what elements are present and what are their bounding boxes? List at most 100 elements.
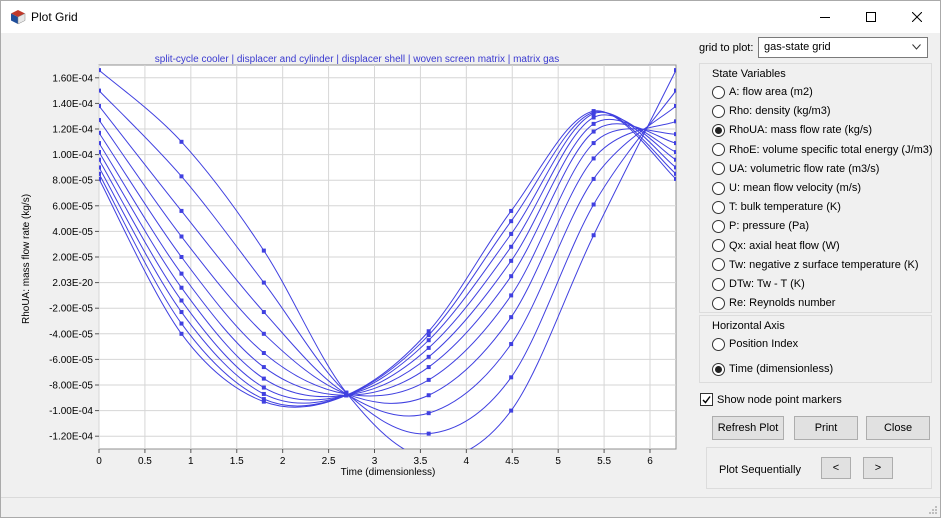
radio-button[interactable] — [712, 277, 725, 291]
node-marker — [509, 274, 514, 279]
node-marker — [426, 329, 431, 334]
y-tick-label: 2.00E-05 — [52, 253, 93, 264]
refresh-plot-button[interactable]: Refresh Plot — [712, 416, 784, 440]
series-line — [99, 119, 676, 404]
node-marker — [99, 103, 101, 108]
x-tick-label: 5 — [555, 456, 561, 467]
resize-grip-icon[interactable] — [928, 505, 938, 515]
radio-button[interactable] — [712, 162, 725, 176]
node-marker — [426, 333, 431, 338]
radio-button[interactable] — [712, 181, 725, 195]
radio-button[interactable] — [712, 143, 725, 157]
x-tick-label: 0 — [96, 456, 102, 467]
node-marker — [426, 365, 431, 370]
y-tick-label: 1.00E-04 — [52, 150, 93, 161]
minimize-button[interactable] — [802, 1, 848, 33]
node-marker — [509, 408, 514, 413]
chart-title: split-cycle cooler | displacer and cylin… — [155, 54, 559, 65]
print-button[interactable]: Print — [794, 416, 858, 440]
state-variable-option[interactable]: T: bulk temperature (K) — [712, 199, 841, 215]
y-tick-label: -4.00E-05 — [49, 329, 93, 340]
state-variables-title: State Variables — [712, 68, 786, 80]
state-variable-option[interactable]: UA: volumetric flow rate (m3/s) — [712, 161, 879, 177]
x-tick-label: 5.5 — [597, 456, 611, 467]
node-marker — [591, 156, 596, 161]
node-marker — [344, 393, 349, 398]
radio-button[interactable] — [712, 85, 725, 99]
state-variable-option[interactable]: Tw: negative z surface temperature (K) — [712, 257, 919, 273]
previous-button[interactable]: < — [821, 457, 851, 479]
radio-button[interactable] — [712, 258, 725, 272]
radio-button[interactable] — [712, 123, 725, 137]
radio-button[interactable] — [712, 200, 725, 214]
next-button[interactable]: > — [863, 457, 893, 479]
state-variable-option[interactable]: RhoE: volume specific total energy (J/m3… — [712, 142, 933, 158]
node-marker — [674, 68, 676, 73]
node-marker — [509, 342, 514, 347]
state-variable-option[interactable]: DTw: Tw - T (K) — [712, 276, 805, 292]
state-variable-option[interactable]: Qx: axial heat flow (W) — [712, 238, 840, 254]
grid-select[interactable]: gas-state grid — [758, 37, 928, 58]
radio-button[interactable] — [712, 239, 725, 253]
y-tick-label: 1.20E-04 — [52, 125, 93, 136]
state-variable-label: P: pressure (Pa) — [729, 220, 810, 233]
radio-button[interactable] — [712, 219, 725, 233]
state-variable-option[interactable]: P: pressure (Pa) — [712, 218, 809, 234]
y-tick-label: -2.00E-05 — [49, 304, 93, 315]
radio-button[interactable] — [712, 104, 725, 118]
horizontal-axis-option[interactable]: Position Index — [712, 336, 798, 352]
state-variable-option[interactable]: Re: Reynolds number — [712, 295, 835, 311]
maximize-icon — [866, 12, 876, 22]
node-marker — [261, 376, 266, 381]
close-button[interactable]: Close — [866, 416, 930, 440]
close-icon — [912, 12, 922, 22]
line-chart: 0 0.5 1 1.5 2 2.5 3 3.5 4 4.5 5 5.5 6 1.60E-04 1.40E-0… — [21, 54, 677, 478]
state-variable-option[interactable]: U: mean flow velocity (m/s) — [712, 180, 861, 196]
node-marker — [426, 431, 431, 436]
horizontal-axis-option[interactable]: Time (dimensionless) — [712, 361, 833, 377]
state-variable-label: U: mean flow velocity (m/s) — [729, 182, 862, 194]
node-marker — [99, 141, 101, 146]
window-title: Plot Grid — [31, 10, 78, 24]
chevron-down-icon — [912, 44, 921, 50]
state-variable-option[interactable]: Rho: density (kg/m3) — [712, 103, 830, 119]
y-tick-label: 1.60E-04 — [52, 73, 93, 84]
title-bar[interactable]: Plot Grid — [1, 1, 940, 33]
node-marker — [179, 310, 184, 315]
maximize-button[interactable] — [848, 1, 894, 33]
radio-button[interactable] — [712, 296, 725, 310]
x-tick-label: 4 — [464, 456, 470, 467]
x-tick-label: 2 — [280, 456, 286, 467]
x-tick-label: 2.5 — [322, 456, 336, 467]
node-marker — [261, 391, 266, 396]
state-variable-label: T: bulk temperature (K) — [729, 201, 841, 214]
node-marker — [509, 375, 514, 380]
radio-button[interactable] — [712, 362, 725, 376]
y-tick-label: -1.20E-04 — [49, 432, 93, 443]
horizontal-axis-title: Horizontal Axis — [712, 320, 785, 332]
app-cube-icon — [11, 10, 26, 25]
node-marker — [261, 365, 266, 370]
node-marker — [99, 130, 101, 135]
y-tick-label: -6.00E-05 — [49, 355, 93, 366]
node-marker — [591, 141, 596, 146]
show-markers-row[interactable]: Show node point markers — [700, 393, 842, 406]
state-variable-option[interactable]: A: flow area (m2) — [712, 84, 813, 100]
node-marker — [261, 310, 266, 315]
node-marker — [179, 234, 184, 239]
node-marker — [179, 285, 184, 290]
node-marker — [261, 248, 266, 253]
node-marker — [261, 331, 266, 336]
radio-button[interactable] — [712, 337, 725, 351]
show-markers-checkbox[interactable] — [700, 393, 713, 406]
node-marker — [674, 88, 676, 93]
series-line — [99, 90, 676, 435]
node-marker — [674, 157, 676, 162]
node-marker — [509, 315, 514, 320]
state-variable-option[interactable]: RhoUA: mass flow rate (kg/s) — [712, 122, 872, 138]
node-marker — [674, 150, 676, 155]
close-window-button[interactable] — [894, 1, 940, 33]
node-marker — [426, 338, 431, 343]
check-icon — [702, 396, 711, 404]
